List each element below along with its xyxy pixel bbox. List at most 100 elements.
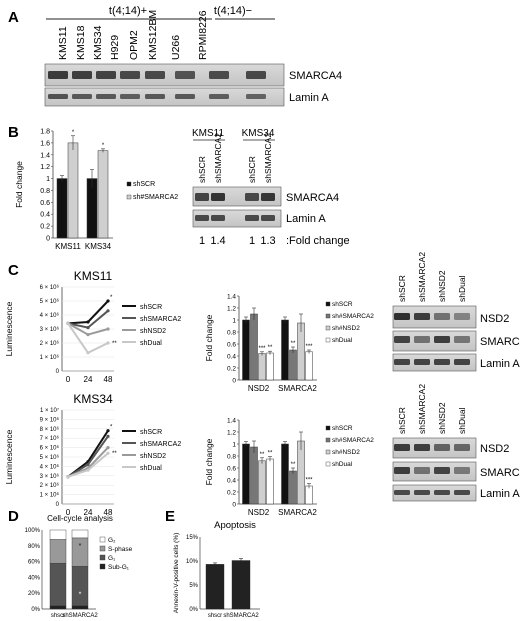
C-bar-KMS11-legend-swatch-2	[325, 325, 331, 331]
panel-b-lamin-band-3	[261, 215, 275, 221]
panel-b-lane-1: shSMARCA2	[213, 133, 223, 183]
C-bar-KMS34-bar-sh-nsd2-nsd2	[258, 460, 266, 505]
d-legend-swatch-1	[99, 554, 106, 561]
C-bar-KMS34-ytick-label-4: 0.8	[227, 454, 236, 461]
panel-a-smarca4-band-0	[48, 71, 68, 79]
B-bar-bar-sh-smarca2-kms34	[97, 150, 109, 239]
d-legend-swatch-2	[99, 545, 106, 552]
panel-c-top-lamin-band-2	[434, 359, 450, 365]
d-bar-shscr-2	[49, 539, 67, 564]
d-category-shscr: shscr	[51, 613, 65, 619]
e-bar-shsmarca2	[231, 560, 251, 610]
C-bar-KMS34-legend-swatch-3	[325, 461, 331, 467]
panel-c-bottom-smarca2-band-1	[414, 467, 430, 474]
C-bar-KMS34-legend-label-1: sh#SMARCA2	[332, 437, 374, 444]
C-line-KMS34-point-shdual-2	[106, 451, 110, 455]
B-bar-category-kms34: KMS34	[85, 242, 112, 251]
panel-c-bottom-lamin-band-1	[414, 490, 430, 495]
C-bar-KMS11-legend-label-1: sh#SMARCA2	[332, 313, 374, 320]
panel-c-top-lane-0: shSCR	[397, 275, 407, 302]
C-line-KMS34-legend-label-2: shNSD2	[140, 453, 166, 460]
panel-b-fold-value-2: 1	[249, 235, 255, 247]
panel-a-smarca4-label: SMARCA4	[289, 70, 342, 82]
panel-b-fold-value-1: 1.4	[210, 235, 225, 247]
C-bar-KMS11-annotation-1: **	[268, 345, 273, 351]
panel-c-top-smarca2-band-0	[394, 336, 410, 343]
C-line-KMS34-point-shsmarca2-2	[106, 434, 110, 438]
panel-a-smarca4-band-2	[96, 71, 116, 79]
B-bar-annotation-1: *	[102, 143, 105, 149]
panel-e-letter: E	[165, 508, 175, 525]
panel-b-lane-0: shSCR	[197, 156, 207, 183]
panel-c-top-smarca2-band-1	[414, 336, 430, 343]
panel-c-bottom-lane-labels: shSCR shSMARCA2 shNSD2 shDual	[397, 384, 467, 434]
panel-b-smarca4-band-0	[195, 193, 209, 201]
panel-c-bottom-lamin-band-0	[394, 490, 410, 495]
panel-a-lamin-band-6	[209, 94, 229, 99]
C-line-KMS34-ytick-label-1: 1 × 10⁶	[40, 492, 60, 499]
C-line-KMS34-legend-label-1: shSMARCA2	[140, 441, 181, 448]
C-bar-KMS34-bar-sh-smarca2-smarca2	[289, 470, 297, 505]
panel-b-smarca4-band-1	[211, 193, 225, 201]
d-annotation-0: *	[79, 543, 82, 550]
C-bar-KMS11-category-nsd2: NSD2	[248, 384, 270, 393]
C-bar-KMS34-bar-shscr-nsd2	[242, 443, 250, 505]
C-bar-KMS11-legend-swatch-0	[325, 301, 331, 307]
C-bar-KMS11-ylabel: Fold change	[204, 314, 214, 361]
panel-c-bottom-lane-1: shSMARCA2	[417, 384, 427, 434]
panel-a-group-minus: t(4;14)−	[214, 5, 252, 17]
e-ytick-label-3: 15%	[186, 535, 199, 541]
B-bar-ytick-label-3: 0.6	[40, 200, 50, 207]
C-bar-KMS11-category-smarca2: SMARCA2	[278, 384, 317, 393]
C-line-KMS34-legend-label-3: shDual	[140, 465, 162, 472]
d-bar-shscr-3	[49, 529, 67, 540]
B-bar-bar-shscr-kms11	[56, 178, 68, 239]
C-line-KMS34-ytick-label-10: 1 × 10⁷	[40, 407, 59, 414]
C-line-KMS34-point-shsmarca2-1	[86, 462, 90, 467]
panel-c-bottom-lamin-band-3	[454, 490, 470, 495]
e-ytick-label-1: 5%	[189, 583, 198, 589]
C-line-KMS34-ytick-label-4: 4 × 10⁶	[40, 463, 60, 470]
d-bar-shsmarca2-0	[71, 605, 89, 610]
e-bar-shscr	[205, 564, 225, 610]
panel-c-bottom-smarca2-band-2	[434, 467, 450, 474]
C-line-KMS34-ytick-label-9: 9 × 10⁶	[40, 416, 60, 423]
B-bar-legend-label-0: shSCR	[133, 181, 155, 188]
panel-b-group-kms34: KMS34	[242, 128, 275, 139]
d-legend-label-3: G₂	[108, 537, 116, 544]
C-line-KMS11-legend-label-1: shSMARCA2	[140, 316, 181, 323]
C-bar-KMS11-bar-shdual-smarca2	[305, 351, 313, 381]
panel-a-lamin-band-3	[120, 94, 140, 99]
C-bar-KMS34-ytick-label-2: 0.4	[227, 478, 236, 485]
panel-b-group-kms11: KMS11	[192, 128, 224, 139]
B-bar-legend-swatch-0	[126, 181, 132, 187]
C-line-KMS34-ytick-label-2: 2 × 10⁶	[40, 482, 60, 489]
C-bar-KMS11-legend-swatch-1	[325, 313, 331, 319]
B-bar-ytick-label-5: 1	[46, 176, 50, 183]
panel-d-title: Cell-cycle analysis	[47, 514, 113, 523]
panel-b-smarca4-band-2	[245, 193, 259, 201]
d-ytick-label-4: 80%	[28, 544, 41, 550]
d-category-shsmarca2: shSMARCA2	[62, 613, 98, 619]
panel-c-top-nsd2-label: NSD2	[480, 313, 509, 325]
C-line-KMS11-point-shscr-1	[86, 320, 90, 324]
C-bar-KMS11-legend-label-3: shDual	[332, 337, 353, 344]
panel-c-top-lane-1: shSMARCA2	[417, 252, 427, 302]
C-line-KMS11-point-shnsd2-1	[86, 333, 90, 337]
C-line-KMS11-xtick-label-2: 48	[104, 375, 113, 384]
B-bar-category-kms11: KMS11	[55, 242, 81, 251]
e-category-shscr: shscr	[208, 613, 222, 619]
panel-a-lamin-label: Lamin A	[289, 92, 329, 104]
panel-c-bottom-smarca2-band-3	[454, 467, 470, 474]
C-line-KMS11-xtick-label-0: 0	[66, 375, 71, 384]
d-bar-shscr-1	[49, 562, 67, 607]
C-bar-KMS34-annotation-2: **	[291, 462, 296, 468]
panel-b-fold-values: 1 1.4 1 1.3	[199, 235, 276, 247]
C-line-KMS11-point-shscr-2	[106, 299, 110, 303]
C-bar-KMS34-ytick-label-1: 0.2	[227, 490, 236, 497]
C-line-KMS34-xtick-label-1: 24	[84, 508, 93, 517]
C-bar-KMS34-category-smarca2: SMARCA2	[278, 508, 317, 517]
panel-c-top-nsd2-band-2	[434, 313, 450, 320]
C-bar-KMS34-ytick-label-3: 0.6	[227, 466, 236, 473]
panel-a-lamin-band-2	[96, 94, 116, 99]
